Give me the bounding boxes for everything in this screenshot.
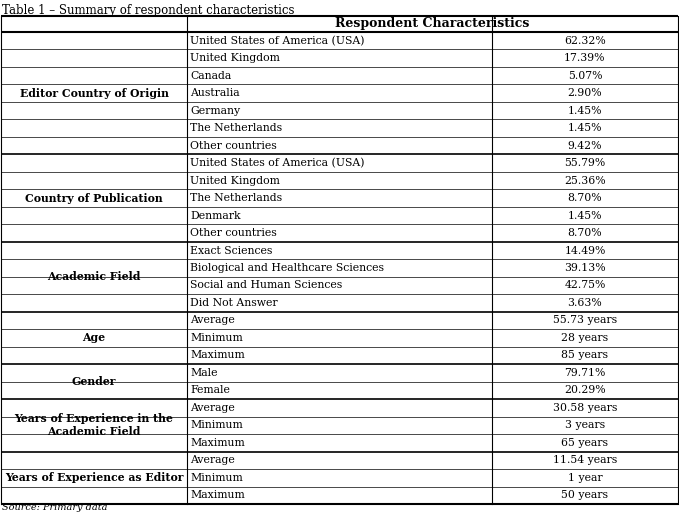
Text: United Kingdom: United Kingdom <box>190 53 280 63</box>
Text: 8.70%: 8.70% <box>568 193 602 203</box>
Text: Female: Female <box>190 385 230 395</box>
Text: Table 1 – Summary of respondent characteristics: Table 1 – Summary of respondent characte… <box>2 4 295 17</box>
Text: Denmark: Denmark <box>190 211 241 220</box>
Text: 62.32%: 62.32% <box>564 36 606 46</box>
Text: Average: Average <box>190 403 235 413</box>
Text: Average: Average <box>190 315 235 326</box>
Text: Male: Male <box>190 368 218 378</box>
Text: Australia: Australia <box>190 88 240 98</box>
Text: Minimum: Minimum <box>190 473 243 483</box>
Text: Maximum: Maximum <box>190 490 245 500</box>
Text: 55.79%: 55.79% <box>564 158 606 168</box>
Text: 1 year: 1 year <box>568 473 602 483</box>
Text: United States of America (USA): United States of America (USA) <box>190 158 365 168</box>
Text: Maximum: Maximum <box>190 350 245 360</box>
Text: Exact Sciences: Exact Sciences <box>190 246 272 255</box>
Text: 3.63%: 3.63% <box>568 298 602 308</box>
Text: 2.90%: 2.90% <box>568 88 602 98</box>
Text: 3 years: 3 years <box>565 421 605 430</box>
Text: Years of Experience in the
Academic Field: Years of Experience in the Academic Fiel… <box>15 413 174 437</box>
Text: Did Not Answer: Did Not Answer <box>190 298 278 308</box>
Text: 9.42%: 9.42% <box>568 141 602 151</box>
Text: 85 years: 85 years <box>562 350 608 360</box>
Text: 11.54 years: 11.54 years <box>553 455 617 465</box>
Text: 8.70%: 8.70% <box>568 228 602 238</box>
Text: Other countries: Other countries <box>190 228 277 238</box>
Text: 14.49%: 14.49% <box>564 246 606 255</box>
Text: 39.13%: 39.13% <box>564 263 606 273</box>
Text: Gender: Gender <box>72 376 116 387</box>
Text: 1.45%: 1.45% <box>568 123 602 133</box>
Text: Other countries: Other countries <box>190 141 277 151</box>
Text: 20.29%: 20.29% <box>564 385 606 395</box>
Text: 5.07%: 5.07% <box>568 71 602 80</box>
Text: 30.58 years: 30.58 years <box>553 403 617 413</box>
Text: Years of Experience as Editor: Years of Experience as Editor <box>5 472 183 483</box>
Text: 28 years: 28 years <box>562 333 608 343</box>
Text: United Kingdom: United Kingdom <box>190 175 280 186</box>
Text: Biological and Healthcare Sciences: Biological and Healthcare Sciences <box>190 263 384 273</box>
Text: 17.39%: 17.39% <box>564 53 606 63</box>
Text: Editor Country of Origin: Editor Country of Origin <box>20 88 168 99</box>
Text: Germany: Germany <box>190 106 240 116</box>
Text: Source: Primary data: Source: Primary data <box>2 503 107 512</box>
Text: 25.36%: 25.36% <box>564 175 606 186</box>
Text: Academic Field: Academic Field <box>48 271 141 282</box>
Text: United States of America (USA): United States of America (USA) <box>190 36 365 46</box>
Text: Average: Average <box>190 455 235 465</box>
Text: Maximum: Maximum <box>190 438 245 448</box>
Text: The Netherlands: The Netherlands <box>190 193 282 203</box>
Text: 65 years: 65 years <box>562 438 608 448</box>
Text: Minimum: Minimum <box>190 333 243 343</box>
Text: 55.73 years: 55.73 years <box>553 315 617 326</box>
Text: 79.71%: 79.71% <box>564 368 606 378</box>
Text: Country of Publication: Country of Publication <box>25 192 163 204</box>
Text: The Netherlands: The Netherlands <box>190 123 282 133</box>
Text: 42.75%: 42.75% <box>564 281 606 291</box>
Text: 50 years: 50 years <box>562 490 608 500</box>
Text: Canada: Canada <box>190 71 232 80</box>
Text: Minimum: Minimum <box>190 421 243 430</box>
Text: 1.45%: 1.45% <box>568 106 602 116</box>
Text: 1.45%: 1.45% <box>568 211 602 220</box>
Text: Social and Human Sciences: Social and Human Sciences <box>190 281 342 291</box>
Text: Age: Age <box>83 332 106 344</box>
Text: Respondent Characteristics: Respondent Characteristics <box>335 18 530 30</box>
